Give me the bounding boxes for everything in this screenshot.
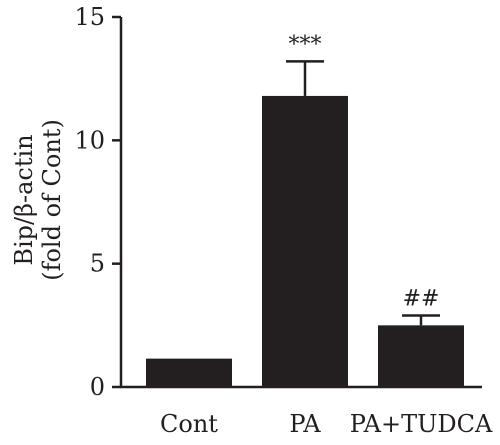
y-tick-label: 15 [74,3,105,31]
bars [146,60,464,387]
x-tick-label: Cont [160,410,218,438]
y-tick-label: 10 [74,126,105,154]
significance-label: *** [289,32,322,57]
labels: 0 5 10 15 Cont *** PA ## PA+TUDCA [74,3,492,438]
bar [378,325,464,387]
bar [146,358,232,387]
x-tick-label: PA [289,410,321,438]
y-axis-title-line2: (fold of Cont) [38,119,66,281]
x-tick-label: PA+TUDCA [350,410,493,438]
y-tick-label: 0 [90,373,105,401]
bar [262,95,348,387]
y-axis-title-line1: Bip/β-actin [10,134,38,265]
significance-label: ## [403,286,440,311]
y-tick-label: 5 [90,250,105,278]
y-axis-title: Bip/β-actin (fold of Cont) [10,119,66,281]
